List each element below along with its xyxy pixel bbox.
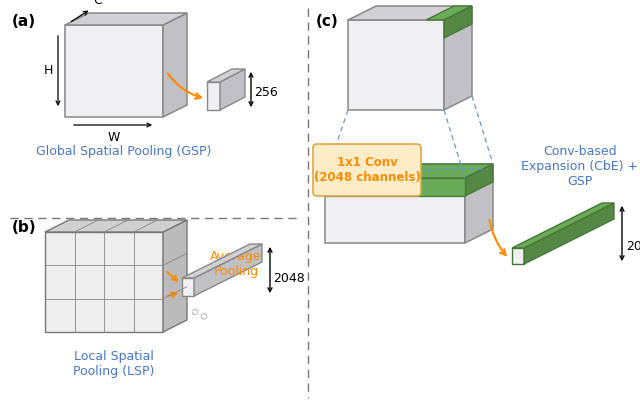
- Polygon shape: [512, 203, 614, 248]
- Text: (b): (b): [12, 220, 36, 235]
- Polygon shape: [182, 244, 262, 278]
- Text: H: H: [44, 64, 53, 78]
- Text: 1x1 Conv
(2048 channels): 1x1 Conv (2048 channels): [314, 156, 420, 184]
- Polygon shape: [465, 164, 493, 243]
- Text: Average
Pooling: Average Pooling: [211, 250, 262, 278]
- Polygon shape: [45, 232, 163, 332]
- Polygon shape: [444, 6, 472, 38]
- FancyBboxPatch shape: [313, 144, 421, 196]
- Polygon shape: [45, 220, 187, 232]
- Polygon shape: [325, 178, 465, 243]
- Polygon shape: [194, 244, 262, 296]
- Text: 256: 256: [254, 86, 278, 98]
- Polygon shape: [163, 220, 187, 332]
- Polygon shape: [325, 178, 465, 196]
- Text: Conv-based
Expansion (CbE) +
GSP: Conv-based Expansion (CbE) + GSP: [522, 145, 639, 188]
- Polygon shape: [524, 203, 614, 264]
- Polygon shape: [348, 6, 472, 20]
- Polygon shape: [65, 25, 163, 117]
- Polygon shape: [444, 6, 472, 110]
- Text: ○ ○: ○ ○: [190, 306, 209, 322]
- Polygon shape: [182, 278, 194, 296]
- Polygon shape: [207, 69, 245, 82]
- Text: (c): (c): [316, 14, 339, 29]
- Polygon shape: [65, 13, 187, 25]
- Polygon shape: [426, 6, 472, 20]
- Polygon shape: [220, 69, 245, 110]
- Polygon shape: [512, 248, 524, 264]
- Text: Local Spatial
Pooling (LSP): Local Spatial Pooling (LSP): [74, 350, 155, 378]
- Text: 2048: 2048: [273, 271, 305, 284]
- Polygon shape: [325, 164, 493, 178]
- Polygon shape: [348, 20, 444, 110]
- Polygon shape: [207, 82, 220, 110]
- Text: Global Spatial Pooling (GSP): Global Spatial Pooling (GSP): [36, 145, 212, 158]
- Text: (a): (a): [12, 14, 36, 29]
- Polygon shape: [465, 164, 493, 196]
- Text: 2048: 2048: [626, 239, 640, 253]
- Polygon shape: [325, 164, 493, 178]
- Text: C: C: [93, 0, 102, 7]
- Polygon shape: [163, 13, 187, 117]
- Text: W: W: [108, 131, 120, 144]
